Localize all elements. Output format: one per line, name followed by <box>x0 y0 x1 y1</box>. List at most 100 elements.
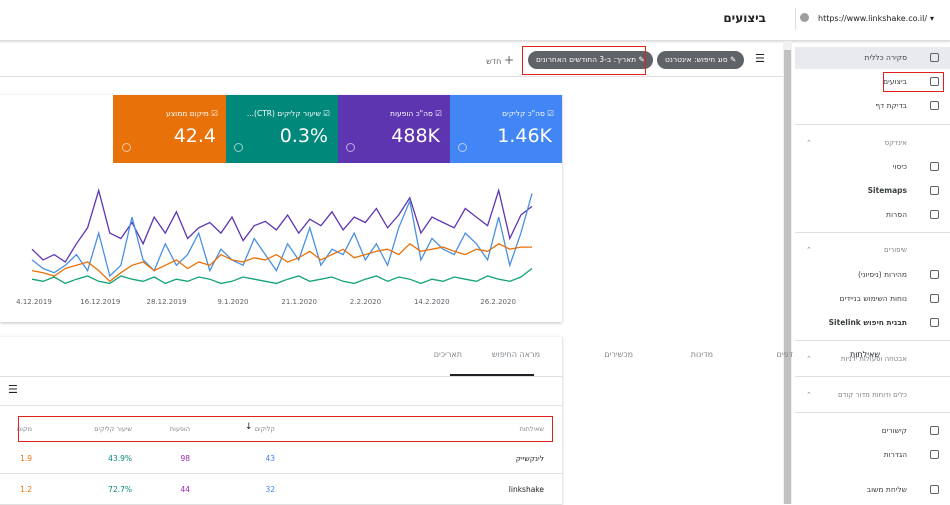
caret[interactable]: ⌃ <box>806 246 812 254</box>
label-text: סה"כ קליקים <box>502 109 545 118</box>
tab[interactable]: שאילתות <box>849 350 880 359</box>
tab[interactable]: מדינות <box>690 350 713 359</box>
nav-icon <box>930 101 939 110</box>
table-filter-icon[interactable]: ☰ <box>8 383 18 396</box>
metric-clicks[interactable]: ☑ סה"כ קליקים 1.46K <box>449 95 562 163</box>
sort-arrow: ↓ <box>245 422 253 432</box>
table-cell: 43 <box>265 454 275 463</box>
divider <box>0 376 562 377</box>
table-cell: 43.9% <box>108 454 132 463</box>
column-header[interactable]: שאילתות <box>519 425 544 433</box>
active-item-bg <box>795 47 950 69</box>
caret[interactable]: ⌃ <box>806 391 812 399</box>
nav-item[interactable]: שליחת משוב <box>866 485 907 494</box>
page-title: ביצועים <box>723 11 766 25</box>
nav-item[interactable]: Sitemaps <box>867 186 907 195</box>
tab-underline <box>450 374 534 376</box>
x-tick-label: 21.1.2020 <box>281 298 317 306</box>
tab[interactable]: מכשירים <box>604 350 633 359</box>
nav-icon <box>930 270 939 279</box>
divider <box>0 405 562 406</box>
section-header[interactable]: אינדקס <box>884 139 907 147</box>
nav-item[interactable]: הגדרות <box>883 450 907 459</box>
label-text: שיעור קליקים (CTR)... <box>246 109 321 118</box>
search-type-chip[interactable]: ✎ סוג חיפוש: אינטרנט <box>657 51 745 69</box>
x-tick-label: 16.12.2019 <box>80 298 120 306</box>
tab[interactable]: תאריכים <box>433 350 462 359</box>
nav-item[interactable]: נוחות השימוש בניידים <box>839 294 907 303</box>
date-chip[interactable]: ✎ תאריך: ב-3 החודשים האחרונים <box>528 51 653 69</box>
metric-value: 0.3% <box>279 125 328 147</box>
nav-icon <box>930 186 939 195</box>
nav-icon <box>930 485 939 494</box>
toolbar <box>0 44 783 77</box>
column-header[interactable]: קליקים <box>254 425 275 433</box>
divider <box>795 232 950 233</box>
table-cell: לינקשייק <box>515 454 544 463</box>
divider <box>795 412 950 413</box>
nav-item[interactable]: מהירות (ניסיוני) <box>857 270 907 279</box>
property-url: https://www.linkshake.co.il/ <box>818 14 928 23</box>
metric-ctr[interactable]: ☑ שיעור קליקים (CTR)... 0.3% <box>225 95 338 163</box>
help-icon <box>122 143 131 152</box>
tab[interactable]: מראה החיפוש <box>491 350 540 359</box>
chip-text: סוג חיפוש: אינטרנט <box>665 55 728 64</box>
line-chart: 4.12.2019 16.12.2019 28.12.2019 9.1.2020 21.… <box>16 187 533 306</box>
metric-value: 488K <box>391 125 440 147</box>
series-line <box>31 187 533 263</box>
metric-impressions[interactable]: ☑ סה"כ הופעות 488K <box>337 95 450 163</box>
highlight-box <box>18 416 553 442</box>
divider <box>0 473 562 474</box>
new-text: חדש <box>486 57 502 66</box>
dropdown-arrow[interactable]: ▾ <box>930 14 935 23</box>
x-tick-label: 14.2.2020 <box>414 298 450 306</box>
scrollbar-thumb[interactable] <box>784 50 791 504</box>
column-header[interactable]: הופעות <box>169 425 190 433</box>
caret[interactable]: ⌃ <box>806 139 812 147</box>
nav-icon <box>930 450 939 459</box>
nav-item[interactable]: בדיקת דף <box>875 101 907 110</box>
site-icon <box>800 13 809 22</box>
property-selector[interactable] <box>795 8 946 30</box>
tab[interactable]: דפים <box>776 350 793 359</box>
table-cell: 32 <box>265 485 275 494</box>
metric-value: 42.4 <box>173 125 216 147</box>
metric-position[interactable]: ☑ מיקום ממוצע 42.4 <box>113 95 226 163</box>
section-header[interactable]: כלים ודוחות מדור קודם <box>837 391 907 399</box>
column-header[interactable]: מקום <box>16 425 32 433</box>
nav-item[interactable]: קישורים <box>881 426 907 435</box>
top-bar <box>0 0 950 41</box>
highlight-box <box>883 72 944 92</box>
series-line <box>31 242 532 283</box>
nav-icon <box>930 77 939 86</box>
nav-item[interactable]: תבנית חיפוש Sitelink <box>828 318 907 327</box>
table-cell: 72.7% <box>108 485 132 494</box>
nav-item[interactable]: ביצועים <box>883 77 907 86</box>
column-header[interactable]: שיעור קליקים <box>94 425 132 433</box>
table-cell: 44 <box>180 485 190 494</box>
nav-item[interactable]: כיסוי <box>892 162 907 171</box>
nav-icon <box>930 162 939 171</box>
metric-value: 1.46K <box>497 125 552 147</box>
table-cell: 1.2 <box>20 485 32 494</box>
nav-item[interactable]: הסרות <box>886 210 907 219</box>
section-header[interactable]: אבטחה ופעולות ידניות <box>840 355 907 363</box>
label-text: סה"כ הופעות <box>390 109 433 118</box>
new-filter[interactable]: + חדש <box>486 54 514 68</box>
nav-icon <box>930 53 939 62</box>
filter-icon[interactable]: ☰ <box>755 52 765 65</box>
highlight-box <box>522 46 646 75</box>
table-cell: 1.9 <box>20 454 32 463</box>
series-line <box>31 267 533 285</box>
nav-item[interactable]: סקירה כללית <box>864 53 907 62</box>
nav-icon <box>930 294 939 303</box>
caret[interactable]: ⌃ <box>806 355 812 363</box>
table-cell: 98 <box>180 454 190 463</box>
section-header[interactable]: שיפורים <box>884 246 907 254</box>
metric-label: ☑ סה"כ הופעות <box>390 109 442 118</box>
x-tick-label: 9.1.2020 <box>217 298 248 306</box>
table-cell: linkshake <box>508 485 544 494</box>
metric-label: ☑ סה"כ קליקים <box>502 109 554 118</box>
